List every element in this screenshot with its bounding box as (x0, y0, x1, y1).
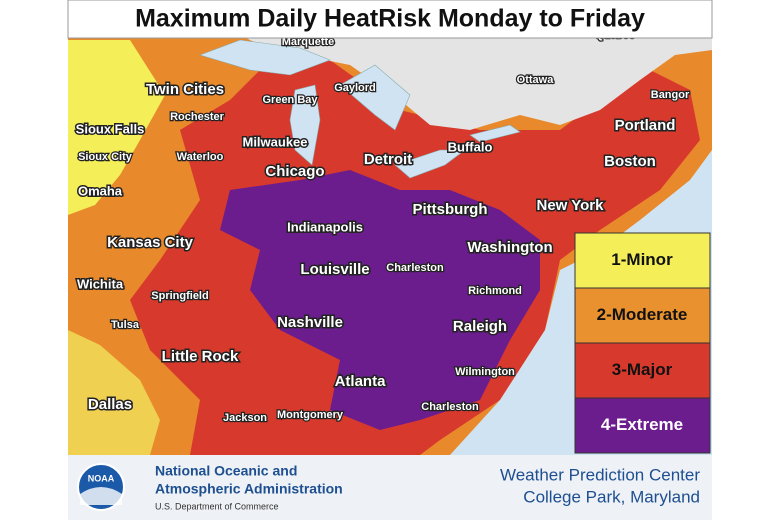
city-label: Buffalo (448, 139, 493, 154)
legend-swatch (574, 397, 711, 454)
city-label: Ottawa (517, 74, 555, 86)
center-location: College Park, Maryland (523, 487, 700, 506)
city-label: Atlanta (335, 373, 386, 390)
city-label: Wichita (77, 276, 124, 291)
city-label: Rochester (170, 111, 225, 123)
legend-label: 4-Extreme (601, 415, 683, 434)
extreme-area (220, 170, 540, 430)
title-bar (67, 0, 713, 39)
city-label: Nashville (277, 314, 343, 331)
logo-text: NOAA (88, 473, 115, 483)
city-label: Louisville (300, 261, 369, 278)
legend-swatch (574, 232, 711, 289)
city-label: Milwaukee (242, 134, 307, 149)
city-label: Sioux Falls (76, 121, 145, 136)
footer (68, 455, 712, 520)
city-label: Detroit (364, 151, 412, 168)
city-label: Bangor (651, 89, 690, 101)
city-label: Dallas (88, 396, 132, 413)
city-label: Raleigh (453, 318, 507, 335)
city-label: Twin Cities (146, 81, 224, 98)
city-label: Chicago (265, 163, 324, 180)
logo-wave (80, 487, 122, 505)
city-label: Montgomery (277, 409, 344, 421)
city-label: Wilmington (455, 366, 515, 378)
legend-label: 3-Major (612, 360, 673, 379)
legend-label: 1-Minor (611, 250, 673, 269)
city-label: Richmond (468, 285, 522, 297)
minor-area (68, 330, 160, 455)
center-name: Weather Prediction Center (500, 465, 700, 484)
city-label: Springfield (151, 290, 208, 302)
city-label: New York (537, 197, 605, 214)
minor-area (68, 40, 165, 215)
city-label: Charleston (386, 262, 444, 274)
agency-line: Atmospheric Administration (155, 481, 343, 497)
city-label: Boston (604, 153, 656, 170)
city-label: Sioux City (78, 151, 133, 163)
city-label: Kansas City (107, 234, 194, 251)
city-label: Pittsburgh (413, 201, 488, 218)
city-label: Charleston (421, 401, 479, 413)
title: Maximum Daily HeatRisk Monday to Friday (135, 5, 645, 33)
city-label: Omaha (78, 183, 123, 198)
legend-swatch (574, 342, 711, 399)
city-label: Gaylord (334, 82, 376, 94)
city-label: Washington (467, 239, 552, 256)
city-label: Tulsa (111, 319, 140, 331)
great-lakes (199, 39, 521, 179)
city-label: Waterloo (177, 151, 224, 163)
city-label: Indianapolis (287, 219, 363, 234)
legend: 1-Minor 2-Moderate 3-Major 4-Extreme (574, 232, 711, 454)
agency-line: National Oceanic and (155, 463, 297, 479)
city-labels: MarquetteQuebecOttawaBangorTwin CitiesGa… (74, 28, 691, 426)
legend-label: 2-Moderate (597, 305, 688, 324)
city-label: Jackson (223, 412, 267, 424)
map: MarquetteQuebecOttawaBangorTwin CitiesGa… (68, 0, 712, 455)
city-label: Little Rock (162, 348, 239, 365)
city-label: Green Bay (262, 94, 318, 106)
city-label: Portland (615, 117, 676, 134)
department: U.S. Department of Commerce (155, 501, 279, 511)
